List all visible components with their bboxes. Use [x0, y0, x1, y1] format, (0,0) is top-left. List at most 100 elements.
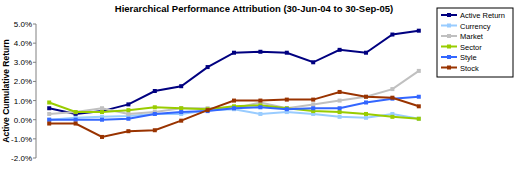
point-marker: [179, 106, 183, 110]
point-marker: [179, 119, 183, 123]
point-marker: [338, 106, 342, 110]
point-marker: [285, 51, 289, 55]
title: Hierarchical Performance Attribution (30…: [115, 3, 393, 14]
point-marker: [311, 102, 315, 106]
point-marker: [285, 107, 289, 111]
series-line: [49, 97, 419, 120]
point-marker: [126, 112, 130, 116]
point-marker: [74, 110, 78, 114]
point-marker: [47, 112, 51, 116]
point-marker: [126, 102, 130, 106]
point-marker: [390, 97, 394, 101]
legend-label: Stock: [460, 64, 479, 73]
point-marker: [232, 107, 236, 111]
point-marker: [206, 108, 210, 112]
series-line: [49, 71, 419, 114]
legend-swatch: [441, 35, 457, 37]
point-marker: [47, 100, 51, 104]
point-marker: [364, 95, 368, 99]
point-marker: [179, 110, 183, 114]
point-marker: [390, 115, 394, 119]
point-marker: [232, 51, 236, 55]
point-marker: [206, 107, 210, 111]
point-marker: [47, 106, 51, 110]
legend-marker: [447, 24, 451, 28]
chart: Hierarchical Performance Attribution (30…: [0, 0, 515, 169]
series-line: [49, 92, 419, 137]
legend-swatch: [441, 14, 457, 16]
point-marker: [126, 117, 130, 121]
point-marker: [364, 112, 368, 116]
legend-marker: [447, 55, 451, 59]
point-marker: [153, 105, 157, 109]
legend-marker: [447, 34, 451, 38]
point-marker: [338, 90, 342, 94]
point-marker: [206, 65, 210, 69]
point-marker: [153, 112, 157, 116]
point-marker: [74, 122, 78, 126]
point-marker: [417, 69, 421, 73]
point-marker: [311, 60, 315, 64]
point-marker: [364, 95, 368, 99]
y-tick-label: 0.0%: [14, 116, 32, 125]
point-marker: [338, 115, 342, 119]
point-marker: [364, 100, 368, 104]
point-marker: [100, 110, 104, 114]
point-marker: [311, 98, 315, 102]
plot-area: [47, 29, 421, 139]
y-tick-label: 3.0%: [14, 58, 32, 67]
point-marker: [100, 118, 104, 122]
point-marker: [153, 112, 157, 116]
point-marker: [390, 96, 394, 100]
point-marker: [390, 87, 394, 91]
point-marker: [179, 84, 183, 88]
point-marker: [390, 33, 394, 37]
point-marker: [285, 106, 289, 110]
point-marker: [417, 117, 421, 121]
legend-marker: [447, 45, 451, 49]
y-tick-label: -1.0%: [11, 135, 32, 144]
series-line: [49, 102, 419, 118]
y-tick-label: 2.0%: [14, 77, 32, 86]
point-marker: [338, 99, 342, 103]
legend-label: Active Return: [460, 11, 505, 20]
point-marker: [47, 118, 51, 122]
legend-label: Sector: [460, 43, 482, 52]
point-marker: [417, 104, 421, 108]
legend-swatch: [441, 46, 457, 48]
point-marker: [47, 118, 51, 122]
y-tick-label: 5.0%: [14, 20, 32, 29]
y-tick-label: 4.0%: [14, 39, 32, 48]
point-marker: [47, 122, 51, 126]
point-marker: [126, 108, 130, 112]
y-axis-line: [36, 24, 37, 158]
point-marker: [417, 117, 421, 121]
point-marker: [285, 106, 289, 110]
point-marker: [417, 29, 421, 33]
point-marker: [258, 50, 262, 54]
point-marker: [74, 110, 78, 114]
legend-label: Style: [460, 53, 477, 62]
point-marker: [179, 106, 183, 110]
legend-swatch: [441, 25, 457, 27]
point-marker: [153, 89, 157, 93]
point-marker: [311, 106, 315, 110]
point-marker: [232, 99, 236, 103]
point-marker: [364, 51, 368, 55]
legend-box: [437, 8, 513, 77]
point-marker: [338, 110, 342, 114]
y-tick-label: 1.0%: [14, 97, 32, 106]
legend-label: Market: [460, 32, 484, 41]
point-marker: [338, 48, 342, 52]
point-marker: [232, 106, 236, 110]
point-marker: [258, 105, 262, 109]
y-tick-label: -2.0%: [11, 154, 32, 163]
point-marker: [153, 128, 157, 132]
point-marker: [285, 98, 289, 102]
point-marker: [100, 106, 104, 110]
point-marker: [206, 108, 210, 112]
point-marker: [100, 135, 104, 139]
point-marker: [74, 118, 78, 122]
y-axis-label: Active Cumulative Return: [1, 39, 11, 142]
point-marker: [364, 116, 368, 120]
